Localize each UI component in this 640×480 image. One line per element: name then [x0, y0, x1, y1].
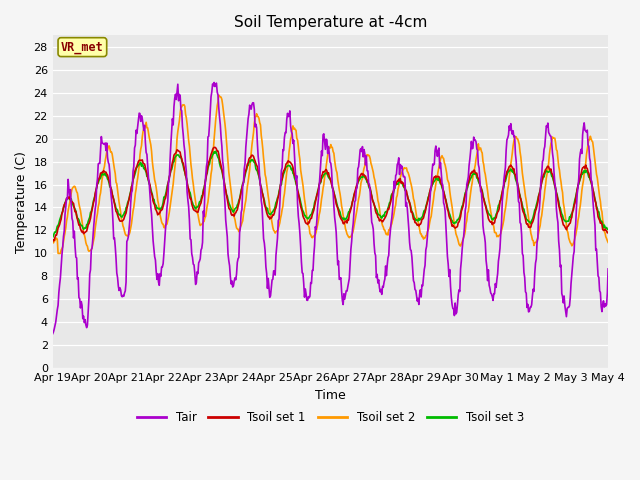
Tair [172, 96, 180, 102]
Tair [202, 174, 209, 180]
Tsoil set 1 [211, 144, 219, 150]
Tsoil set 2 [399, 167, 407, 172]
Tair [211, 80, 218, 85]
X-axis label: Time: Time [315, 389, 346, 402]
Line: Tsoil set 3: Tsoil set 3 [52, 151, 608, 237]
Tair [415, 301, 422, 307]
Tsoil set 1 [399, 180, 406, 186]
Tsoil set 3 [399, 181, 406, 187]
Tsoil set 3 [604, 227, 612, 232]
Tsoil set 1 [415, 223, 422, 229]
Tsoil set 3 [202, 177, 209, 182]
Tsoil set 2 [416, 227, 424, 232]
Line: Tsoil set 2: Tsoil set 2 [52, 95, 608, 253]
Line: Tair: Tair [52, 83, 608, 334]
Tsoil set 3 [172, 153, 180, 158]
Tair [116, 285, 124, 290]
Tsoil set 2 [215, 92, 223, 98]
Y-axis label: Temperature (C): Temperature (C) [15, 151, 28, 252]
Tair [604, 266, 612, 272]
Tsoil set 2 [604, 240, 612, 245]
Tsoil set 1 [604, 229, 612, 235]
Tsoil set 2 [117, 209, 125, 215]
Text: VR_met: VR_met [61, 41, 104, 54]
Line: Tsoil set 1: Tsoil set 1 [52, 147, 608, 241]
Tsoil set 2 [203, 208, 211, 214]
Tsoil set 1 [59, 209, 67, 215]
Tsoil set 3 [49, 234, 56, 240]
Tsoil set 1 [172, 149, 180, 155]
Tsoil set 2 [49, 239, 56, 245]
Tsoil set 3 [116, 211, 124, 217]
Tsoil set 1 [49, 239, 56, 244]
Tsoil set 2 [54, 251, 62, 256]
Tair [399, 169, 406, 175]
Tsoil set 2 [173, 135, 181, 141]
Tsoil set 2 [60, 239, 67, 244]
Tair [59, 244, 67, 250]
Title: Soil Temperature at -4cm: Soil Temperature at -4cm [234, 15, 427, 30]
Tair [49, 331, 56, 336]
Tsoil set 3 [212, 148, 220, 154]
Tsoil set 1 [116, 218, 124, 224]
Tsoil set 1 [202, 177, 209, 182]
Legend: Tair, Tsoil set 1, Tsoil set 2, Tsoil set 3: Tair, Tsoil set 1, Tsoil set 2, Tsoil se… [132, 407, 529, 429]
Tsoil set 3 [59, 208, 67, 214]
Tsoil set 3 [415, 216, 422, 221]
